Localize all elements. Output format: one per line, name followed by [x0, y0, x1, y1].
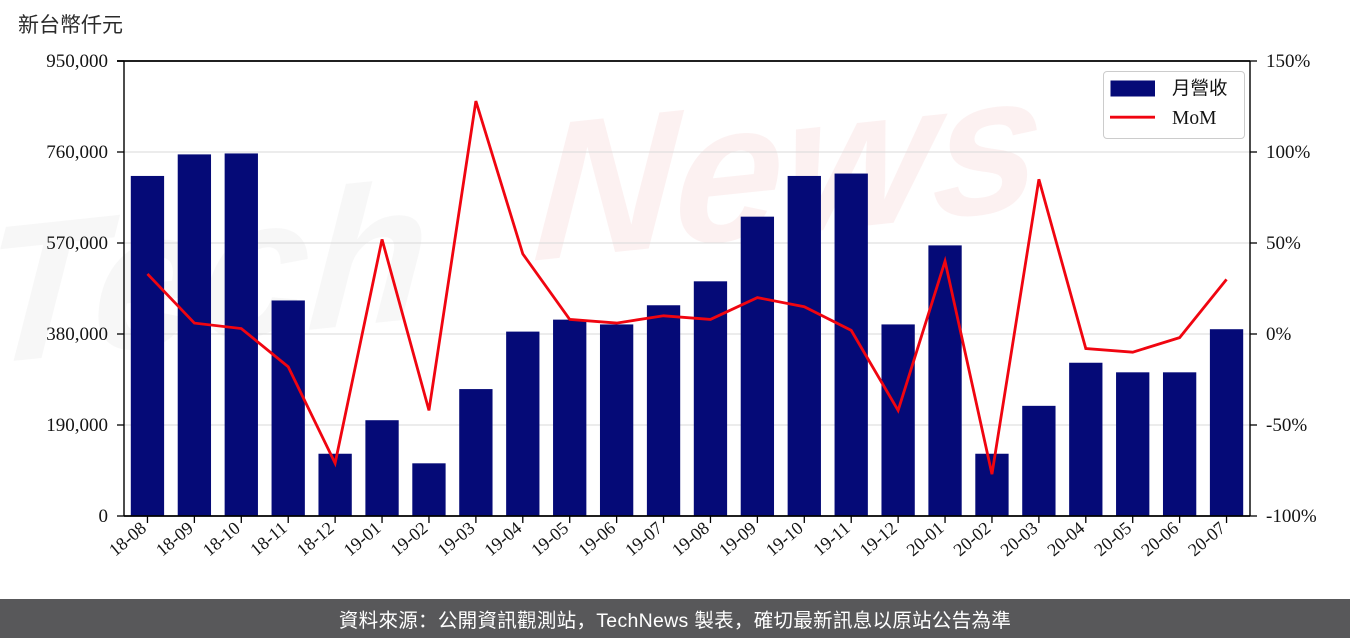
- svg-text:19-08: 19-08: [668, 518, 713, 560]
- svg-text:20-02: 20-02: [950, 518, 995, 560]
- svg-text:150%: 150%: [1266, 51, 1311, 72]
- svg-text:190,000: 190,000: [46, 415, 108, 436]
- svg-text:19-01: 19-01: [340, 518, 385, 560]
- svg-text:19-04: 19-04: [480, 518, 525, 560]
- svg-text:19-10: 19-10: [762, 518, 807, 560]
- svg-text:19-03: 19-03: [433, 518, 478, 560]
- svg-text:19-02: 19-02: [387, 518, 432, 560]
- svg-text:18-10: 18-10: [199, 518, 244, 560]
- svg-text:19-11: 19-11: [809, 518, 854, 560]
- svg-text:20-05: 20-05: [1090, 518, 1135, 560]
- svg-text:19-09: 19-09: [715, 518, 760, 560]
- svg-text:-50%: -50%: [1266, 415, 1307, 436]
- svg-text:-100%: -100%: [1266, 506, 1317, 527]
- svg-text:18-09: 18-09: [152, 518, 197, 560]
- svg-text:20-01: 20-01: [903, 518, 948, 560]
- svg-text:950,000: 950,000: [46, 51, 108, 72]
- svg-text:18-12: 18-12: [293, 518, 338, 560]
- svg-text:20-03: 20-03: [996, 518, 1041, 560]
- svg-text:0: 0: [99, 506, 109, 527]
- svg-text:50%: 50%: [1266, 233, 1301, 254]
- svg-text:760,000: 760,000: [46, 142, 108, 163]
- svg-text:20-06: 20-06: [1137, 518, 1182, 560]
- svg-text:19-06: 19-06: [574, 518, 619, 560]
- svg-text:19-07: 19-07: [621, 518, 666, 560]
- svg-text:570,000: 570,000: [46, 233, 108, 254]
- svg-text:20-04: 20-04: [1043, 518, 1088, 560]
- svg-text:19-12: 19-12: [856, 518, 901, 560]
- svg-text:20-07: 20-07: [1184, 518, 1229, 560]
- svg-text:18-08: 18-08: [105, 518, 150, 560]
- svg-text:380,000: 380,000: [46, 324, 108, 345]
- svg-text:19-05: 19-05: [527, 518, 572, 560]
- svg-text:100%: 100%: [1266, 142, 1311, 163]
- svg-text:0%: 0%: [1266, 324, 1292, 345]
- svg-text:18-11: 18-11: [246, 518, 291, 560]
